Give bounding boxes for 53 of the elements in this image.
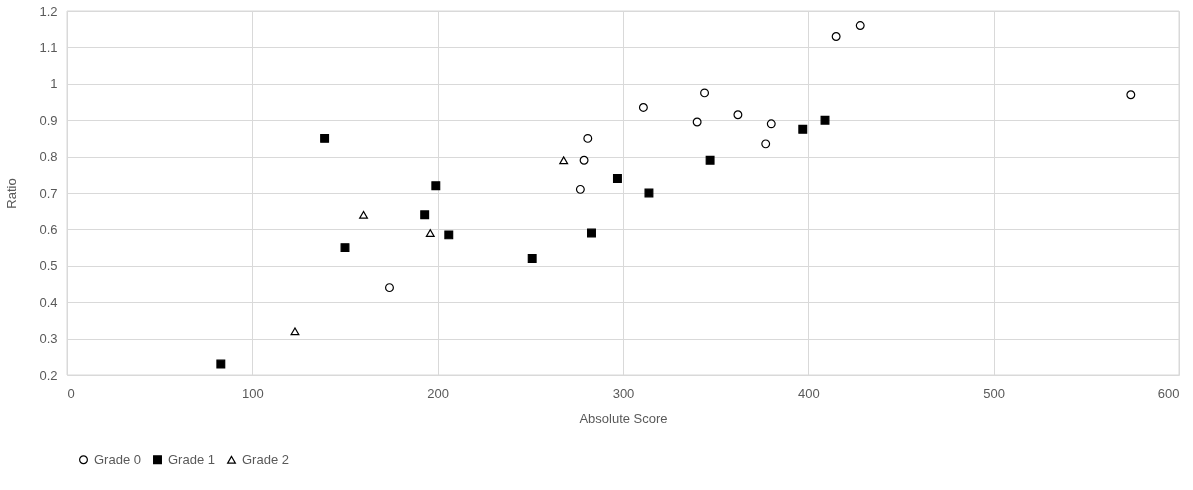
- x-tick-label: 0: [67, 385, 75, 401]
- point: [644, 188, 654, 198]
- y-tick-label: 1.2: [39, 3, 58, 19]
- point: [359, 210, 369, 219]
- point: [612, 173, 622, 183]
- legend-label: Grade 0: [94, 451, 141, 467]
- point: [638, 102, 648, 112]
- y-tick-label: 0.5: [39, 258, 58, 274]
- point: [320, 133, 330, 143]
- point: [761, 139, 771, 149]
- legend-label: Grade 1: [168, 451, 215, 467]
- x-tick-label: 300: [612, 385, 635, 401]
- point: [766, 119, 776, 129]
- point: [831, 32, 841, 41]
- point: [385, 283, 394, 293]
- point: [420, 210, 430, 220]
- point: [340, 243, 350, 253]
- y-tick-label: 1: [50, 76, 58, 92]
- point: [587, 228, 596, 238]
- x-tick-label: 100: [241, 385, 264, 401]
- point: [692, 117, 702, 127]
- point: [431, 181, 441, 191]
- x-tick-label: 500: [983, 385, 1006, 401]
- y-axis-title: Ratio: [4, 178, 20, 209]
- y-tick-label: 0.4: [39, 294, 58, 310]
- point: [820, 115, 830, 125]
- x-tick-label: 200: [427, 385, 450, 401]
- y-tick-label: 0.8: [39, 149, 58, 165]
- point: [559, 156, 569, 165]
- y-tick-label: 0.2: [39, 367, 58, 383]
- point: [216, 359, 226, 369]
- y-tick-label: 0.9: [39, 112, 58, 128]
- point: [290, 327, 300, 336]
- legend-label: Grade 2: [242, 451, 289, 467]
- x-axis-title: Absolute Score: [579, 410, 668, 426]
- y-tick-label: 0.3: [39, 331, 58, 347]
- y-tick-label: 0.7: [39, 185, 58, 201]
- point: [700, 88, 710, 98]
- x-tick-label: 600: [1157, 385, 1180, 401]
- point: [575, 184, 585, 194]
- point: [798, 124, 808, 134]
- point: [855, 21, 865, 31]
- point: [1126, 90, 1136, 100]
- point: [705, 155, 715, 165]
- point: [425, 229, 435, 237]
- point: [444, 230, 454, 240]
- x-tick-label: 400: [797, 385, 820, 401]
- y-tick-label: 0.6: [39, 221, 58, 237]
- y-tick-label: 1.1: [39, 39, 58, 55]
- point: [527, 254, 537, 263]
- point: [579, 155, 589, 165]
- point: [583, 133, 593, 143]
- point: [733, 110, 743, 120]
